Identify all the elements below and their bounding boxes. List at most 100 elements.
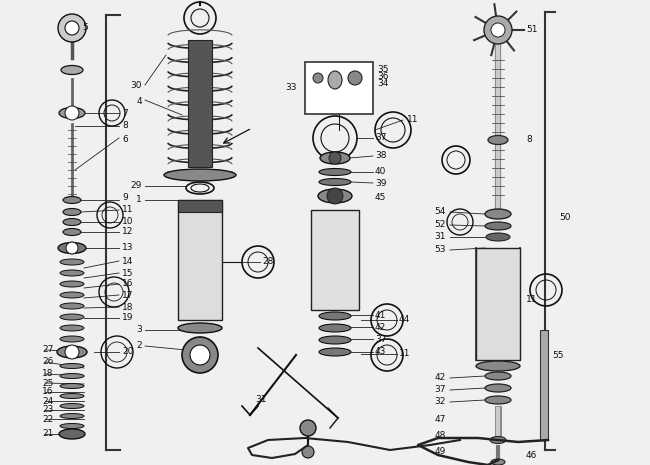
Ellipse shape	[319, 348, 351, 356]
Text: 34: 34	[377, 79, 389, 87]
Circle shape	[484, 16, 512, 44]
Ellipse shape	[63, 208, 81, 215]
Text: 19: 19	[122, 313, 133, 323]
Circle shape	[348, 71, 362, 85]
Ellipse shape	[485, 396, 511, 404]
Bar	[311, 210, 359, 310]
Text: 5: 5	[82, 24, 88, 33]
Circle shape	[66, 242, 78, 254]
Ellipse shape	[328, 71, 342, 89]
Text: 11: 11	[399, 350, 411, 359]
Text: 42: 42	[435, 373, 446, 383]
Text: 39: 39	[375, 179, 387, 187]
Bar	[476, 248, 520, 360]
Circle shape	[327, 188, 343, 204]
Ellipse shape	[178, 323, 222, 333]
Text: 35: 35	[377, 66, 389, 74]
Text: 37: 37	[375, 334, 387, 344]
Ellipse shape	[486, 233, 510, 241]
Text: 28: 28	[262, 258, 274, 266]
Bar	[540, 330, 548, 440]
Ellipse shape	[485, 372, 511, 380]
Text: 1: 1	[136, 195, 142, 205]
Text: 37: 37	[375, 133, 387, 142]
Ellipse shape	[60, 292, 84, 298]
Text: 37: 37	[434, 385, 446, 394]
Ellipse shape	[485, 222, 511, 230]
Ellipse shape	[318, 189, 352, 203]
Circle shape	[65, 345, 79, 359]
Text: 50: 50	[559, 213, 571, 222]
Ellipse shape	[490, 437, 506, 444]
Ellipse shape	[60, 373, 84, 379]
Text: 18: 18	[122, 303, 133, 312]
Text: 27: 27	[42, 345, 53, 354]
Ellipse shape	[60, 336, 84, 342]
Ellipse shape	[60, 384, 84, 388]
Text: 42: 42	[375, 323, 386, 332]
Text: 52: 52	[435, 220, 446, 230]
Text: 20: 20	[122, 347, 133, 357]
Circle shape	[302, 446, 314, 458]
Ellipse shape	[60, 259, 84, 265]
Text: 51: 51	[526, 26, 538, 34]
Ellipse shape	[485, 209, 511, 219]
Ellipse shape	[491, 459, 505, 465]
Text: 40: 40	[375, 167, 386, 177]
Ellipse shape	[57, 346, 87, 358]
Circle shape	[190, 345, 210, 365]
Text: 46: 46	[526, 451, 538, 459]
Text: 23: 23	[42, 405, 53, 414]
Circle shape	[65, 106, 79, 120]
Circle shape	[329, 152, 341, 164]
Circle shape	[300, 420, 316, 436]
Ellipse shape	[60, 314, 84, 320]
Ellipse shape	[60, 364, 84, 368]
Text: 8: 8	[526, 135, 532, 145]
Text: 6: 6	[122, 135, 128, 145]
Text: 26: 26	[42, 358, 53, 366]
Text: 44: 44	[399, 315, 410, 325]
Ellipse shape	[63, 219, 81, 226]
Text: 25: 25	[42, 379, 53, 387]
Text: 22: 22	[42, 414, 53, 424]
Text: 3: 3	[136, 326, 142, 334]
Text: 9: 9	[122, 193, 128, 202]
Text: 53: 53	[434, 246, 446, 254]
Ellipse shape	[319, 168, 351, 175]
Text: 32: 32	[435, 398, 446, 406]
Text: 15: 15	[122, 268, 133, 278]
Text: 41: 41	[375, 311, 386, 319]
Bar	[178, 200, 222, 212]
Ellipse shape	[476, 361, 520, 371]
Text: 10: 10	[122, 218, 133, 226]
Ellipse shape	[60, 270, 84, 276]
Text: 12: 12	[122, 227, 133, 237]
Ellipse shape	[60, 281, 84, 287]
Text: 48: 48	[435, 431, 446, 439]
Ellipse shape	[60, 325, 84, 331]
Bar	[305, 62, 373, 114]
Bar	[178, 200, 222, 320]
Text: 14: 14	[122, 257, 133, 266]
Text: 18: 18	[42, 370, 53, 379]
Ellipse shape	[319, 336, 351, 344]
Text: 11: 11	[407, 115, 419, 125]
Ellipse shape	[60, 424, 84, 429]
Ellipse shape	[485, 384, 511, 392]
Ellipse shape	[320, 152, 350, 164]
Ellipse shape	[488, 135, 508, 145]
Text: 7: 7	[122, 108, 128, 118]
Text: 4: 4	[136, 98, 142, 106]
Ellipse shape	[60, 393, 84, 399]
Circle shape	[313, 73, 323, 83]
Text: 11: 11	[122, 206, 133, 214]
Ellipse shape	[59, 107, 85, 119]
Ellipse shape	[319, 179, 351, 186]
Text: 29: 29	[131, 181, 142, 191]
Circle shape	[58, 14, 86, 42]
Ellipse shape	[60, 404, 84, 408]
Ellipse shape	[63, 197, 81, 204]
Text: 13: 13	[122, 244, 133, 252]
Text: 30: 30	[131, 80, 142, 89]
